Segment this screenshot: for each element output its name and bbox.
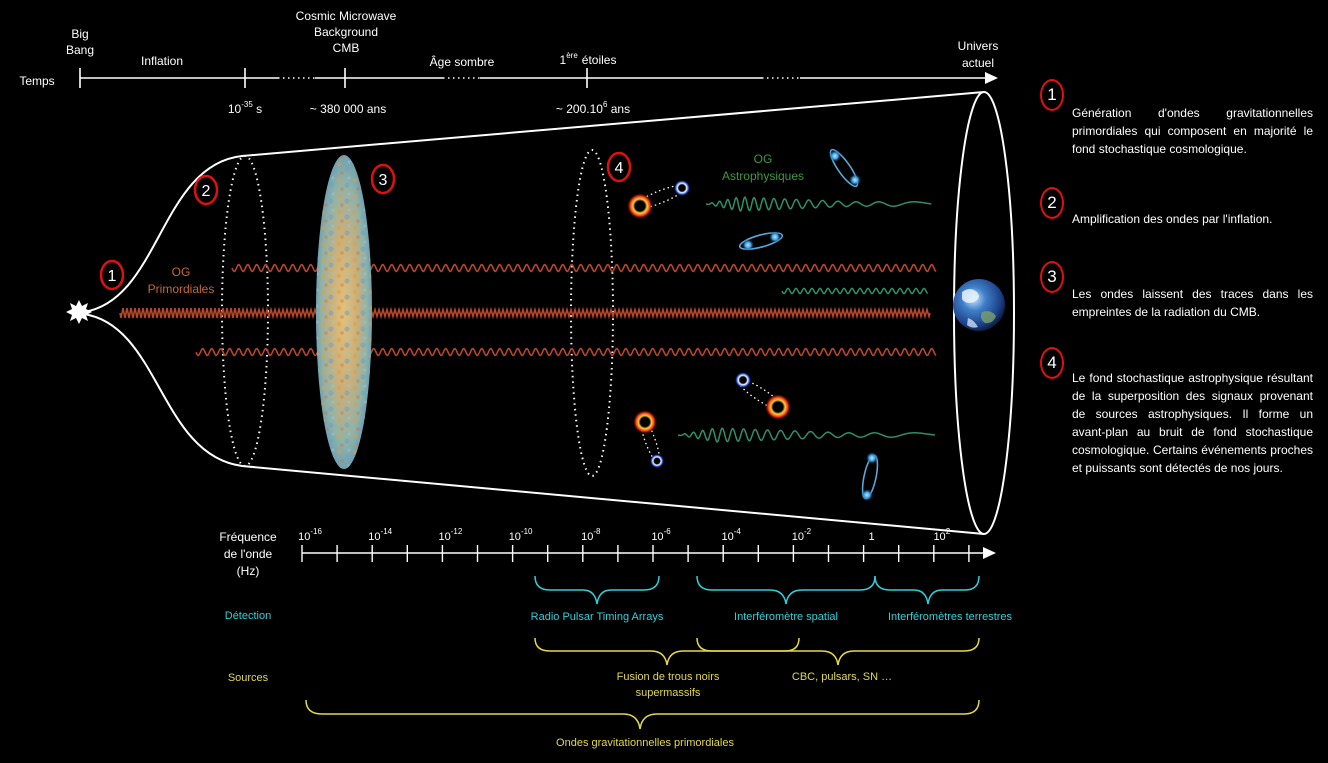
source-smbh-label-line2: supermassifs bbox=[636, 687, 701, 699]
frequency-tick-label: 102 bbox=[933, 527, 950, 543]
cmb-label-line2: Background bbox=[314, 25, 378, 39]
frequency-axis-label-line2: de l'onde bbox=[224, 547, 273, 561]
inflation-label: Inflation bbox=[141, 54, 183, 68]
detection-terrestrial-label: Interféromètres terrestres bbox=[888, 611, 1013, 623]
detection-brace-terrestrial bbox=[874, 575, 980, 605]
note-badge: 2 bbox=[1040, 187, 1064, 219]
frequency-tick-label: 10-10 bbox=[509, 527, 533, 543]
diagram-badge-3: 3 bbox=[370, 163, 396, 195]
inflation-section bbox=[221, 155, 269, 467]
astrophysical-wave bbox=[705, 196, 932, 213]
detection-pta-label: Radio Pulsar Timing Arrays bbox=[531, 611, 664, 623]
binary-neutron-star-icon bbox=[861, 452, 879, 501]
present-universe-ellipse bbox=[953, 91, 1015, 535]
time-inflation-end: 10-35 s bbox=[228, 100, 262, 116]
present-universe-label-line1: Univers bbox=[958, 39, 999, 53]
og-astro-label-line1: OG bbox=[754, 152, 773, 166]
time-axis bbox=[79, 68, 998, 88]
cmb-disk bbox=[316, 155, 372, 469]
detection-brace-pta bbox=[534, 575, 660, 605]
binary-neutron-star-icon bbox=[738, 231, 784, 251]
note-text: Les ondes laissent des traces dans les e… bbox=[1072, 287, 1313, 319]
note-text: Le fond stochastique astrophysique résul… bbox=[1072, 371, 1313, 475]
primordial-waves bbox=[119, 263, 937, 357]
cmb-label-line3: CMB bbox=[333, 41, 360, 55]
og-astro-label-line2: Astrophysiques bbox=[722, 169, 804, 183]
first-stars-section bbox=[570, 149, 614, 477]
detection-row-label: Détection bbox=[225, 610, 271, 622]
time-axis-label: Temps bbox=[19, 74, 54, 88]
source-brace-smbh bbox=[534, 637, 800, 666]
source-smbh-label-line1: Fusion de trous noirs bbox=[617, 671, 720, 683]
binary-black-hole-icon bbox=[627, 180, 690, 219]
frequency-tick-label: 10-6 bbox=[651, 527, 671, 543]
big-bang-star-icon bbox=[66, 300, 92, 324]
astrophysical-wave bbox=[781, 287, 929, 295]
diagram-badge-1: 1 bbox=[99, 259, 125, 291]
big-bang-label-line2: Bang bbox=[66, 43, 94, 57]
note-text: Génération d'ondes gravitationnelles pri… bbox=[1072, 106, 1313, 156]
present-universe-label-line2: actuel bbox=[962, 56, 994, 70]
astrophysical-waves bbox=[677, 196, 935, 444]
frequency-tick-label: 10-12 bbox=[438, 527, 462, 543]
binary-black-hole-icon bbox=[735, 372, 791, 420]
cmb-label-line1: Cosmic Microwave bbox=[296, 9, 397, 23]
sources-row-label: Sources bbox=[228, 672, 269, 684]
badge-number: 1 bbox=[108, 268, 117, 285]
note-text: Amplification des ondes par l'inflation. bbox=[1072, 212, 1273, 226]
og-primordial-label-line2: Primordiales bbox=[148, 282, 215, 296]
frequency-axis bbox=[301, 545, 996, 562]
badge-number: 4 bbox=[615, 160, 624, 177]
primordial-wave bbox=[195, 347, 937, 357]
primordial-wave bbox=[119, 306, 931, 320]
time-first-stars: ~ 200.106 ans bbox=[556, 100, 630, 116]
frequency-tick-label: 10-16 bbox=[298, 527, 322, 543]
binary-neutron-star-icon bbox=[829, 148, 861, 188]
dark-age-label: Âge sombre bbox=[430, 54, 495, 69]
source-primordial-label: Ondes gravitationnelles primordiales bbox=[556, 737, 734, 749]
frequency-axis-label-line1: Fréquence bbox=[219, 530, 277, 544]
universe-funnel-outline bbox=[83, 91, 985, 313]
note-badge: 1 bbox=[1040, 79, 1064, 111]
frequency-tick-label: 1 bbox=[869, 531, 875, 543]
detection-spatial-label: Interféromètre spatial bbox=[734, 611, 838, 623]
first-stars-label: 1ère étoiles bbox=[560, 51, 617, 67]
note-badge: 4 bbox=[1040, 347, 1064, 379]
note-badge: 3 bbox=[1040, 261, 1064, 293]
source-brace-cbc bbox=[696, 637, 980, 666]
time-cmb: ~ 380 000 ans bbox=[310, 102, 386, 116]
og-primordial-label-line1: OG bbox=[172, 265, 191, 279]
universe-funnel-outline-bottom bbox=[83, 313, 985, 535]
badge-number: 2 bbox=[202, 183, 211, 200]
diagram-badge-4: 4 bbox=[606, 151, 632, 183]
diagram-badge-2: 2 bbox=[193, 174, 219, 206]
binary-black-hole-icon bbox=[633, 410, 664, 468]
badge-number: 3 bbox=[379, 172, 388, 189]
big-bang-label-line1: Big bbox=[71, 27, 88, 41]
frequency-tick-label: 10-8 bbox=[581, 527, 601, 543]
detection-brace-spatial bbox=[696, 575, 876, 605]
source-cbc-label: CBC, pulsars, SN … bbox=[792, 671, 892, 683]
frequency-tick-label: 10-4 bbox=[722, 527, 742, 543]
frequency-axis-label-line3: (Hz) bbox=[237, 564, 260, 578]
source-brace-primordial bbox=[305, 699, 980, 730]
astrophysical-wave bbox=[677, 427, 935, 444]
frequency-tick-label: 10-2 bbox=[792, 527, 812, 543]
frequency-tick-label: 10-14 bbox=[368, 527, 392, 543]
earth-icon bbox=[953, 279, 1005, 331]
